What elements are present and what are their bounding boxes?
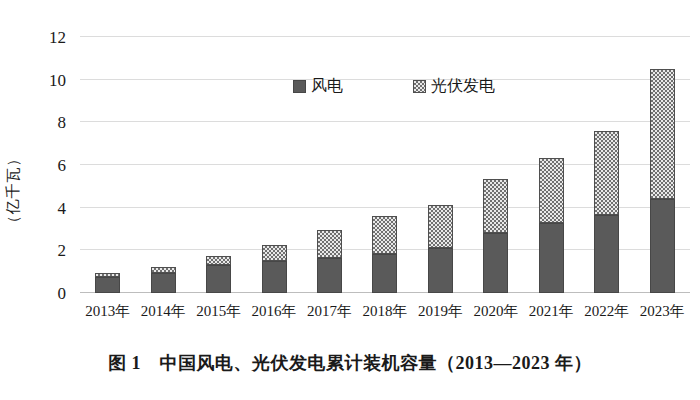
legend-swatch-icon: [413, 80, 426, 93]
bars-row: [80, 37, 690, 293]
stacked-bar-2013年: [95, 37, 120, 293]
y-tick-label: 0: [58, 285, 67, 302]
plot-area: 风电 光伏发电: [80, 37, 690, 293]
x-tick-label: 2019年: [413, 302, 468, 320]
legend-label: 光伏发电: [431, 78, 495, 94]
stacked-bar-2014年: [151, 37, 176, 293]
bar-segment-风电: [650, 199, 675, 293]
bar-segment-光伏发电: [206, 256, 231, 265]
bar-slot: [302, 37, 357, 293]
y-axis-title: （亿千瓦）: [4, 150, 23, 230]
stacked-bar-2023年: [650, 37, 675, 293]
bar-segment-风电: [206, 265, 231, 293]
bar-segment-风电: [262, 261, 287, 293]
x-tick-label: 2022年: [579, 302, 634, 320]
bar-segment-光伏发电: [594, 131, 619, 215]
bar-segment-风电: [428, 248, 453, 293]
bar-segment-风电: [594, 215, 619, 293]
y-tick-label: 8: [58, 114, 67, 131]
bar-segment-风电: [317, 258, 342, 293]
stacked-bar-2021年: [539, 37, 564, 293]
x-axis-labels: 2013年2014年2015年2016年2017年2018年2019年2020年…: [80, 302, 690, 320]
bar-segment-光伏发电: [483, 179, 508, 233]
figure-wind-pv-capacity-chart: （亿千瓦） 024681012 风电光伏发电 2013年2014年2015年20…: [0, 0, 700, 400]
x-tick-label: 2014年: [135, 302, 190, 320]
bar-slot: [135, 37, 190, 293]
bar-segment-光伏发电: [650, 69, 675, 199]
y-tick-label: 2: [58, 242, 67, 259]
bar-slot: [579, 37, 634, 293]
x-tick-label: 2013年: [80, 302, 135, 320]
legend-label: 风电: [311, 78, 343, 94]
stacked-bar-2019年: [428, 37, 453, 293]
bar-segment-光伏发电: [317, 230, 342, 258]
legend-swatch-icon: [293, 80, 306, 93]
x-tick-label: 2023年: [635, 302, 690, 320]
bar-slot: [413, 37, 468, 293]
x-tick-label: 2020年: [468, 302, 523, 320]
bar-slot: [80, 37, 135, 293]
stacked-bar-2020年: [483, 37, 508, 293]
stacked-bar-2016年: [262, 37, 287, 293]
legend-item-光伏发电: 光伏发电: [413, 78, 495, 94]
y-tick-label: 4: [58, 199, 67, 216]
y-tick-label: 6: [58, 157, 67, 174]
y-tick-label: 10: [49, 71, 66, 88]
y-axis-title-box: （亿千瓦）: [0, 100, 26, 280]
bar-slot: [468, 37, 523, 293]
bar-segment-风电: [539, 223, 564, 293]
legend-item-风电: 风电: [293, 78, 343, 94]
x-tick-label: 2021年: [524, 302, 579, 320]
bar-segment-光伏发电: [428, 205, 453, 249]
bar-slot: [191, 37, 246, 293]
bar-segment-风电: [483, 233, 508, 293]
stacked-bar-2017年: [317, 37, 342, 293]
x-tick-label: 2018年: [357, 302, 412, 320]
x-tick-label: 2015年: [191, 302, 246, 320]
bar-slot: [357, 37, 412, 293]
bar-slot: [246, 37, 301, 293]
bar-segment-光伏发电: [262, 245, 287, 262]
bar-segment-光伏发电: [372, 216, 397, 253]
bar-slot: [524, 37, 579, 293]
bar-segment-风电: [151, 273, 176, 293]
x-tick-label: 2017年: [302, 302, 357, 320]
y-axis: 024681012: [28, 37, 66, 293]
x-tick-label: 2016年: [246, 302, 301, 320]
stacked-bar-2018年: [372, 37, 397, 293]
figure-caption: 图 1 中国风电、光伏发电累计装机容量（2013—2023 年）: [0, 351, 700, 375]
bar-slot: [635, 37, 690, 293]
legend: 风电 光伏发电: [293, 78, 495, 94]
bar-segment-风电: [95, 277, 120, 293]
bar-segment-光伏发电: [539, 158, 564, 223]
stacked-bar-2022年: [594, 37, 619, 293]
bar-segment-风电: [372, 254, 397, 293]
stacked-bar-2015年: [206, 37, 231, 293]
y-tick-label: 12: [49, 29, 66, 46]
